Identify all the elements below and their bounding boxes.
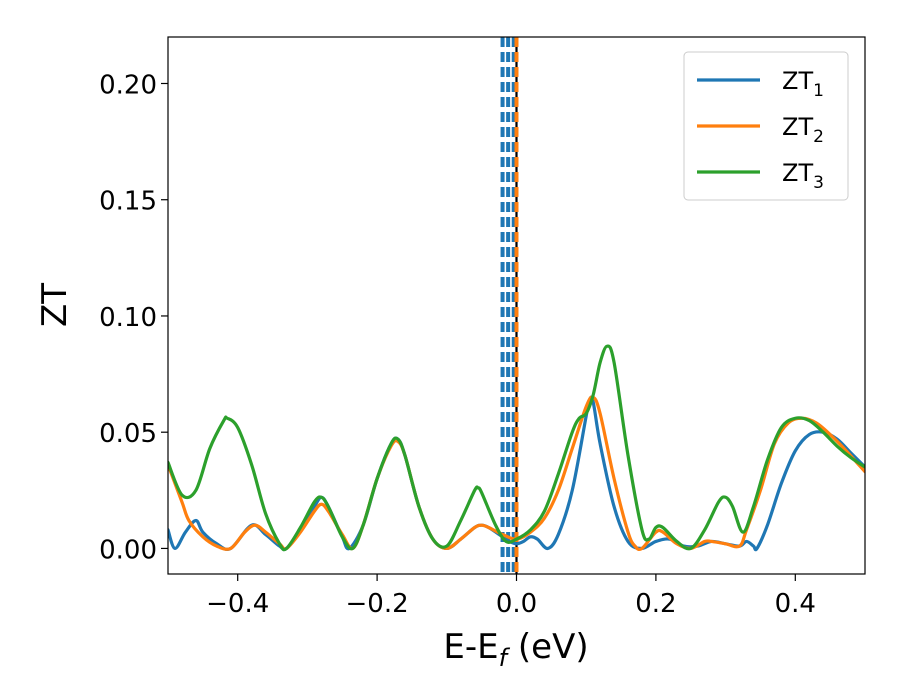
x-tick-label: 0.2	[635, 589, 676, 619]
x-axis-title: E-Ef (eV)	[443, 627, 588, 672]
series-lines	[168, 344, 865, 552]
y-tick-label: 0.15	[99, 187, 157, 217]
y-axis-ticks: 0.00 0.05 0.10 0.15 0.20	[99, 70, 168, 565]
legend-label-1: ZT1	[782, 67, 824, 101]
y-tick-label: 0.20	[99, 70, 157, 100]
legend-label-3: ZT3	[782, 159, 824, 193]
legend-box	[683, 51, 849, 201]
series-line-3	[168, 344, 865, 552]
legend-label-2: ZT2	[782, 113, 824, 147]
x-tick-label: 0.0	[496, 589, 537, 619]
plot-area	[168, 37, 865, 574]
reference-lines	[500, 37, 519, 574]
y-axis-title: ZT	[35, 283, 75, 327]
y-tick-label: 0.05	[99, 419, 157, 449]
x-tick-label: −0.2	[346, 589, 409, 619]
x-tick-label: −0.4	[206, 589, 269, 619]
y-tick-label: 0.00	[99, 535, 157, 565]
x-axis-ticks: −0.4 −0.2 0.0 0.2 0.4	[206, 574, 816, 619]
x-tick-label: 0.4	[775, 589, 816, 619]
y-tick-label: 0.10	[99, 303, 157, 333]
legend: ZT1 ZT2 ZT3	[683, 51, 849, 201]
